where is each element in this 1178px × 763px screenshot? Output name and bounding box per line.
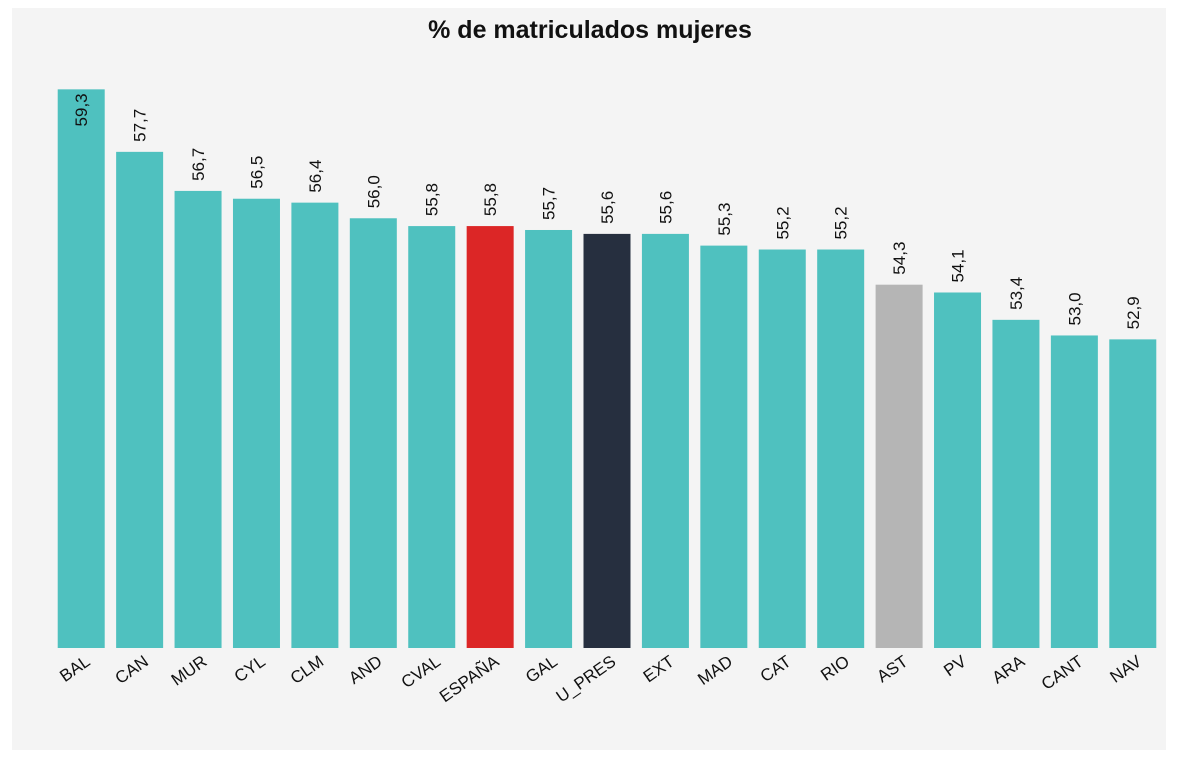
value-label: 56,0	[364, 175, 383, 208]
value-label: 55,7	[540, 187, 559, 220]
bar	[232, 198, 280, 648]
value-label: 55,6	[598, 191, 617, 224]
value-label: 56,4	[306, 160, 325, 193]
bar	[641, 233, 689, 649]
value-label: 57,7	[131, 109, 150, 142]
value-label: 56,7	[189, 148, 208, 181]
bar	[116, 151, 164, 648]
value-label: 54,3	[890, 242, 909, 275]
chart-title: % de matriculados mujeres	[428, 16, 752, 44]
bar	[817, 249, 865, 648]
bar	[408, 226, 456, 648]
value-label: 53,4	[1007, 277, 1026, 310]
bar	[174, 190, 222, 649]
bar	[583, 233, 631, 649]
bar	[875, 284, 923, 648]
value-label: 55,3	[715, 203, 734, 236]
bar	[992, 319, 1040, 648]
bar	[700, 245, 748, 648]
bar	[349, 218, 397, 648]
value-label: 55,2	[832, 206, 851, 239]
value-label: 56,5	[247, 156, 266, 189]
bar	[1050, 335, 1098, 648]
value-label: 52,9	[1124, 296, 1143, 329]
bar	[57, 89, 105, 648]
bar	[1109, 339, 1157, 648]
value-label: 55,2	[773, 206, 792, 239]
bar	[525, 229, 573, 648]
value-label: 53,0	[1065, 292, 1084, 325]
value-label: 54,1	[949, 249, 968, 282]
bar	[291, 202, 339, 648]
bar	[466, 226, 514, 648]
bar	[934, 292, 982, 648]
value-label: 55,8	[423, 183, 442, 216]
value-label: 59,3	[72, 93, 91, 126]
value-label: 55,8	[481, 183, 500, 216]
value-label: 55,6	[656, 191, 675, 224]
bar	[758, 249, 806, 648]
